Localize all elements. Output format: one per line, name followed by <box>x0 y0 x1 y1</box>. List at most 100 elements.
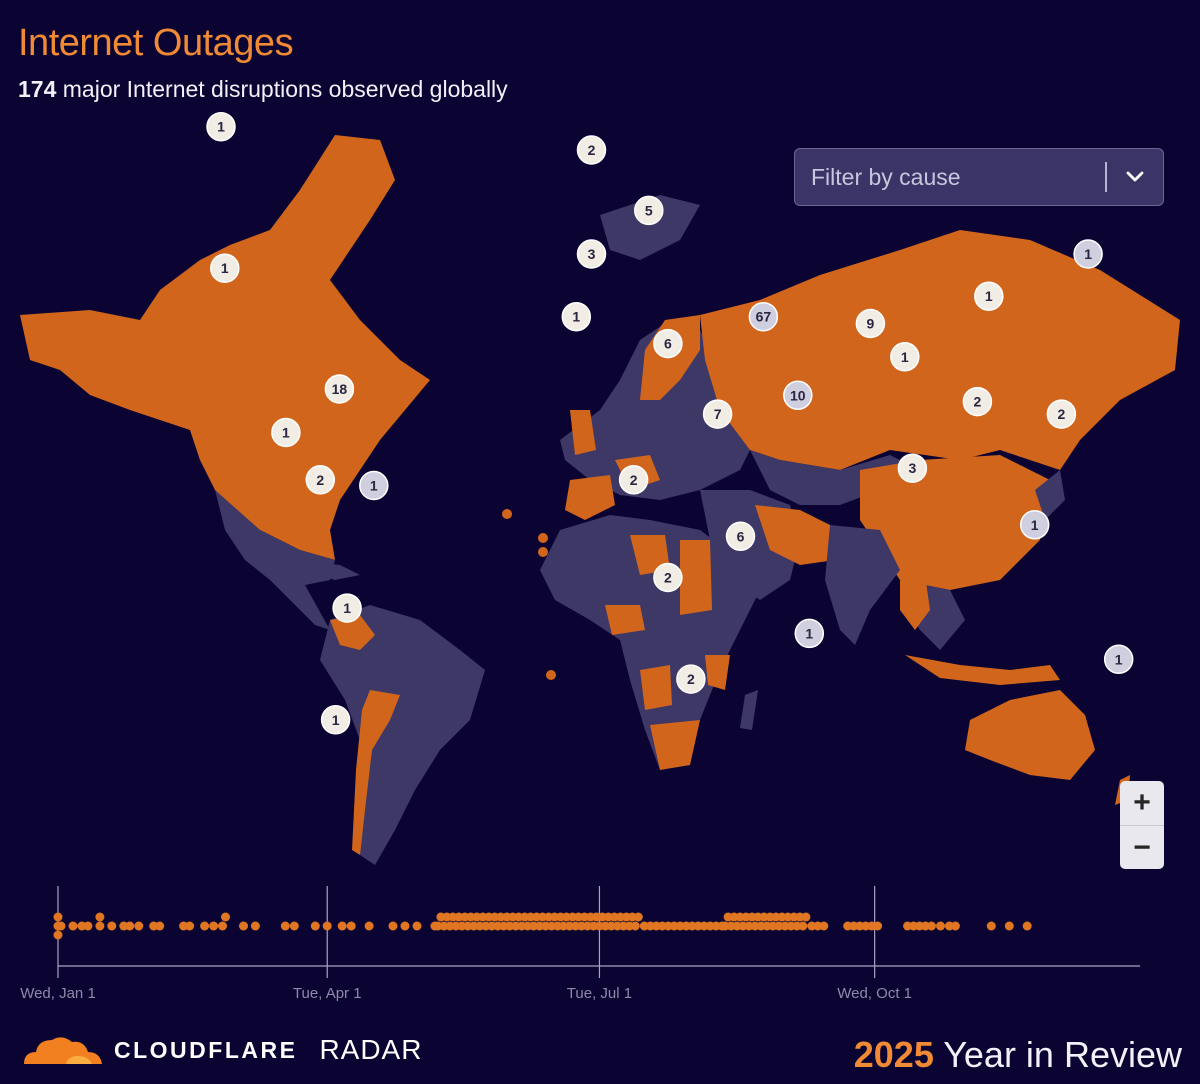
timeline-event-dot[interactable] <box>185 921 195 931</box>
outage-marker[interactable]: 1 <box>1103 644 1134 675</box>
outage-marker[interactable]: 2 <box>962 386 993 417</box>
land-myanmar-thailand[interactable] <box>900 575 930 630</box>
timeline-event-dot[interactable] <box>107 921 117 931</box>
timeline-event-dot[interactable] <box>218 921 227 931</box>
land-central-asia[interactable] <box>750 450 920 505</box>
outage-marker-bubble[interactable] <box>855 308 886 339</box>
timeline-event-dot[interactable] <box>950 921 960 931</box>
timeline-event-dot[interactable] <box>310 921 320 931</box>
outage-marker[interactable]: 1 <box>332 593 362 623</box>
outage-marker[interactable]: 2 <box>576 135 607 165</box>
outage-marker-bubble[interactable] <box>576 135 607 165</box>
outage-marker-bubble[interactable] <box>783 380 813 411</box>
timeline-event-dot[interactable] <box>56 921 66 931</box>
timeline-event-dot[interactable] <box>95 921 105 931</box>
outage-marker[interactable]: 2 <box>1046 399 1077 429</box>
timeline-event-dot[interactable] <box>125 921 135 931</box>
outage-marker[interactable]: 3 <box>897 453 928 483</box>
land-iberia[interactable] <box>565 475 615 520</box>
outage-marker[interactable]: 7 <box>702 399 733 429</box>
timeline-event-dot[interactable] <box>346 921 356 931</box>
land-australia[interactable] <box>965 690 1095 780</box>
outage-marker-bubble[interactable] <box>676 664 706 694</box>
outage-marker[interactable]: 18 <box>324 374 355 404</box>
outage-marker-bubble[interactable] <box>702 399 733 429</box>
land-uk[interactable] <box>570 410 596 455</box>
timeline-event-dot[interactable] <box>322 921 332 931</box>
outage-marker[interactable]: 1 <box>320 705 351 735</box>
timeline-event-dot[interactable] <box>53 930 63 940</box>
outage-marker[interactable]: 1 <box>359 470 389 501</box>
timeline-event-dot[interactable] <box>221 912 230 922</box>
outage-marker-bubble[interactable] <box>305 465 336 495</box>
timeline-event-dot[interactable] <box>873 921 883 931</box>
outage-marker-bubble[interactable] <box>748 301 779 332</box>
outage-marker-bubble[interactable] <box>206 111 236 142</box>
outage-marker[interactable]: 2 <box>676 664 706 694</box>
outage-marker[interactable]: 1 <box>206 111 236 142</box>
land-andes[interactable] <box>330 615 400 855</box>
land-russia[interactable] <box>700 230 1180 470</box>
outage-marker[interactable]: 2 <box>305 465 336 495</box>
timeline-event-dot[interactable] <box>337 921 347 931</box>
outage-marker-bubble[interactable] <box>320 705 351 735</box>
timeline-event-dot[interactable] <box>388 921 398 931</box>
outage-marker[interactable]: 67 <box>748 301 779 332</box>
outage-marker[interactable]: 6 <box>725 521 756 552</box>
timeline-event-dot[interactable] <box>1004 921 1014 931</box>
timeline-event-dot[interactable] <box>134 921 144 931</box>
outage-marker-bubble[interactable] <box>1103 644 1134 675</box>
land-india[interactable] <box>825 525 900 645</box>
outage-marker[interactable]: 1 <box>1019 510 1050 540</box>
timeline-event-dot[interactable] <box>630 921 640 931</box>
filter-by-cause-select[interactable]: Filter by cause <box>794 148 1164 206</box>
timeline-event-dot[interactable] <box>95 912 105 922</box>
outage-marker[interactable]: 2 <box>618 465 649 495</box>
timeline-event-dot[interactable] <box>209 921 219 931</box>
timeline-event-dot[interactable] <box>250 921 260 931</box>
timeline-event-dot[interactable] <box>155 921 165 931</box>
outage-marker-bubble[interactable] <box>974 281 1004 311</box>
land-caribbean[interactable] <box>300 560 360 580</box>
timeline-events[interactable] <box>53 912 1032 940</box>
timeline-event-dot[interactable] <box>801 912 811 922</box>
outage-marker-bubble[interactable] <box>653 328 683 359</box>
outage-marker[interactable]: 5 <box>634 195 664 226</box>
land-iran-pakistan[interactable] <box>755 505 835 565</box>
outage-marker-bubble[interactable] <box>359 470 389 501</box>
zoom-out-button[interactable]: − <box>1120 825 1164 869</box>
outage-timeline[interactable]: Wed, Jan 1 Tue, Apr 1 Tue, Jul 1 Wed, Oct 1 <box>0 880 1200 1010</box>
timeline-event-dot[interactable] <box>68 921 78 931</box>
outage-marker[interactable]: 1 <box>561 301 592 332</box>
timeline-event-dot[interactable] <box>819 921 829 931</box>
outage-marker[interactable]: 6 <box>653 328 683 359</box>
land-north-america[interactable] <box>20 135 430 560</box>
outage-marker-bubble[interactable] <box>618 465 649 495</box>
timeline-event-dot[interactable] <box>280 921 290 931</box>
land-japan[interactable] <box>1035 470 1065 520</box>
outage-marker[interactable]: 1 <box>890 342 920 372</box>
outage-marker[interactable]: 1 <box>974 281 1004 311</box>
world-map[interactable]: 11232536716710911122311812126212111 <box>0 110 1200 870</box>
outage-marker[interactable]: 2 <box>653 562 683 593</box>
timeline-event-dot[interactable] <box>364 921 374 931</box>
outage-marker-bubble[interactable] <box>890 342 920 372</box>
chevron-down-icon[interactable] <box>1107 149 1163 205</box>
land-southern-africa[interactable] <box>640 655 730 770</box>
outage-marker-bubble[interactable] <box>1046 399 1077 429</box>
outage-marker-bubble[interactable] <box>1019 510 1050 540</box>
outage-marker-bubble[interactable] <box>324 374 355 404</box>
timeline-event-dot[interactable] <box>200 921 210 931</box>
timeline-event-dot[interactable] <box>633 912 643 922</box>
timeline-event-dot[interactable] <box>53 912 63 922</box>
outage-marker-bubble[interactable] <box>332 593 362 623</box>
timeline-event-dot[interactable] <box>986 921 996 931</box>
outage-marker-bubble[interactable] <box>271 417 301 448</box>
outage-marker[interactable]: 10 <box>783 380 813 411</box>
outage-markers[interactable]: 11232536716710911122311812126212111 <box>206 110 1134 735</box>
timeline-event-dot[interactable] <box>927 921 936 931</box>
timeline-event-dot[interactable] <box>289 921 299 931</box>
outage-marker-bubble[interactable] <box>1073 239 1103 269</box>
outage-marker-bubble[interactable] <box>653 562 683 593</box>
outage-marker[interactable]: 1 <box>271 417 301 448</box>
